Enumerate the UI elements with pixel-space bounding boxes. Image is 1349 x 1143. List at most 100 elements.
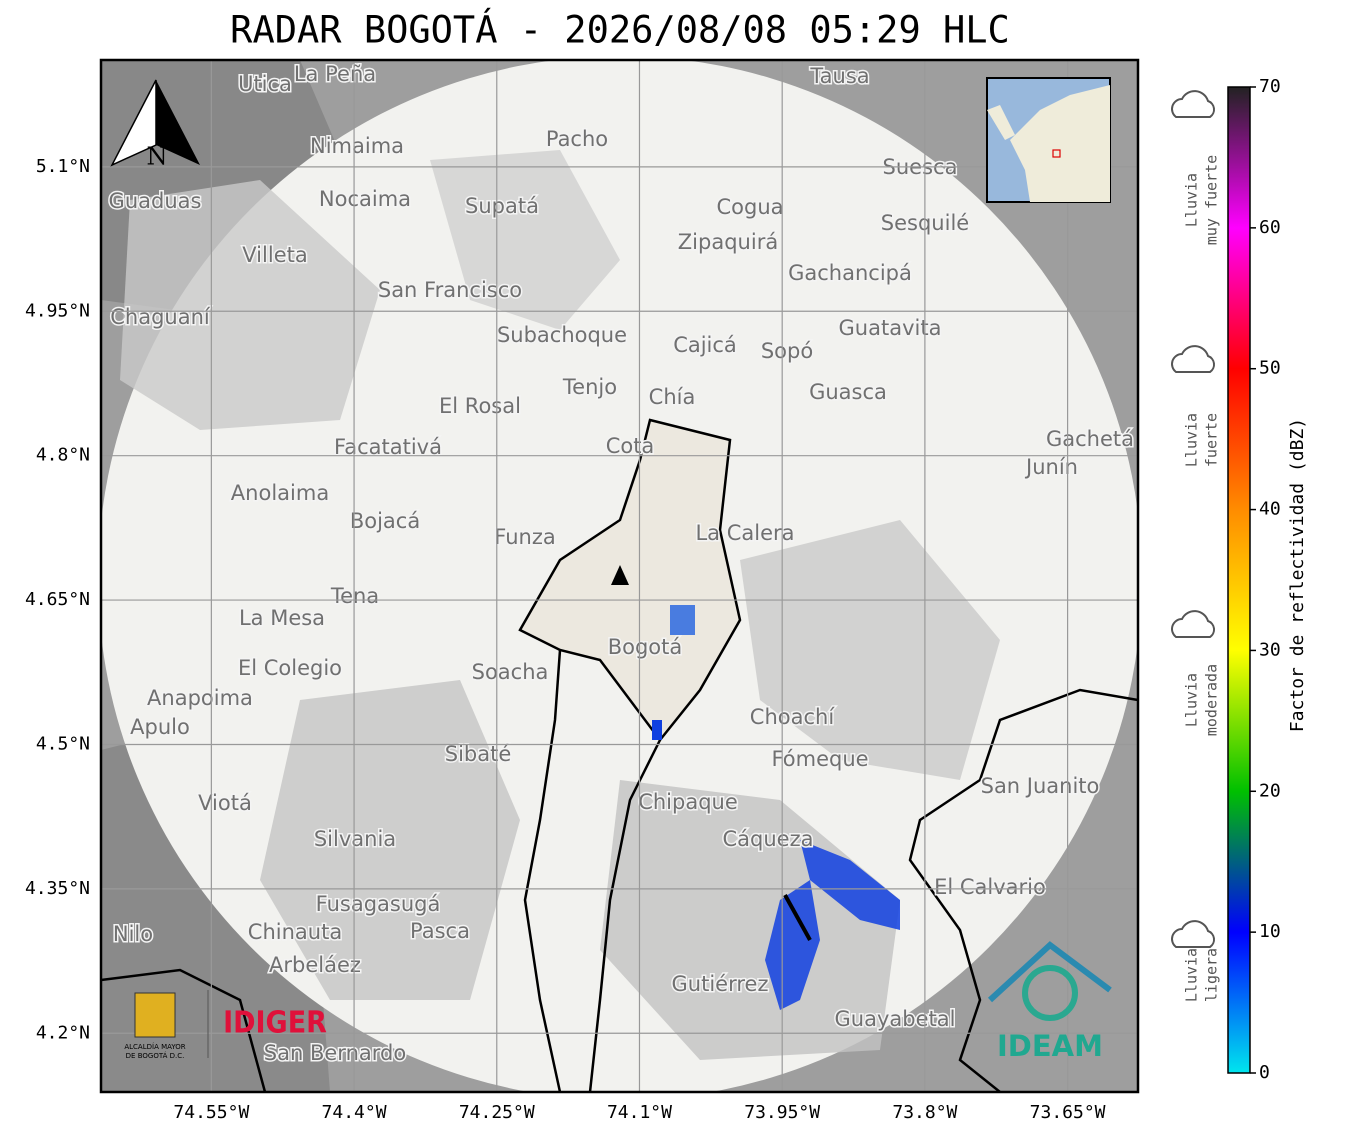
place-label: Funza — [494, 525, 555, 549]
place-label: Guaduas — [109, 189, 202, 213]
lat-tick-label: 4.2°N — [36, 1022, 90, 1043]
place-label: San Bernardo — [264, 1041, 406, 1065]
map-frame — [99, 58, 1140, 1094]
legend-label: moderada — [1203, 664, 1221, 736]
legend-label: fuerte — [1203, 413, 1221, 467]
ideam-roof — [987, 941, 1112, 1003]
rain-icon — [1171, 920, 1215, 948]
echo — [670, 605, 695, 635]
arrow-right — [156, 80, 200, 165]
lat-tick-label: 4.95°N — [25, 300, 90, 321]
place-label: Tenjo — [562, 375, 617, 399]
place-label: Bojacá — [350, 509, 420, 533]
ideam-swirl — [1022, 965, 1078, 1021]
lon-tick-label: 74.1°W — [607, 1102, 672, 1123]
place-label: Pasca — [410, 919, 470, 943]
boundary — [523, 649, 562, 1092]
place-label: San Juanito — [981, 774, 1100, 798]
place-label: Subachoque — [497, 323, 627, 347]
colorbar-tick-label: 50 — [1259, 358, 1281, 379]
legend-label: Lluvia — [1183, 673, 1201, 727]
place-label: El Calvario — [934, 875, 1046, 899]
place-label: Tausa — [809, 64, 869, 88]
lon-tick-label: 73.65°W — [1030, 1102, 1106, 1123]
place-label: Chía — [649, 385, 696, 409]
place-label: El Rosal — [439, 394, 521, 418]
place-label: Arbeláez — [269, 953, 361, 977]
place-label: Cáqueza — [723, 827, 814, 851]
place-label: Viotá — [198, 791, 252, 815]
grid — [101, 60, 1138, 1092]
place-label: San Francisco — [378, 278, 522, 302]
place-label: Anapoima — [147, 686, 253, 710]
lat-tick-label: 4.8°N — [36, 445, 90, 466]
logo-text: ALCALDÍA MAYOR — [124, 1042, 185, 1051]
place-label: Utica — [238, 72, 292, 96]
place-label: Nimaima — [310, 134, 404, 158]
logo-text: DE BOGOTÁ D.C. — [126, 1051, 185, 1060]
colorbar-label: Factor de reflectividad (dBZ) — [1287, 418, 1308, 732]
place-label: Guasca — [809, 380, 887, 404]
place-label: Apulo — [130, 715, 190, 739]
place-label: Sopó — [761, 339, 813, 363]
place-label: La Mesa — [239, 606, 325, 630]
lat-tick-label: 4.5°N — [36, 733, 90, 754]
legend-label: Lluvia — [1183, 948, 1201, 1002]
place-label: Cajicá — [673, 333, 737, 357]
place-label: Soacha — [472, 660, 549, 684]
terrain — [260, 680, 520, 1000]
north-label: N — [147, 143, 168, 171]
logos: ALCALDÍA MAYOR DE BOGOTÁ D.C. IDIGER IDE… — [124, 941, 1112, 1063]
place-label: Junín — [1024, 455, 1078, 479]
colorbar-tick-label: 30 — [1259, 639, 1281, 660]
north-arrow: N — [110, 79, 200, 171]
place-label: La Peña — [294, 62, 376, 86]
boundary — [908, 688, 1138, 1092]
colorbar-tick-label: 0 — [1259, 1062, 1270, 1083]
legend-label: Lluvia — [1183, 173, 1201, 227]
place-label: Fusagasugá — [316, 892, 441, 916]
inset-land — [987, 105, 1015, 140]
legend-label: ligera — [1203, 948, 1221, 1002]
place-label: Choachí — [750, 705, 836, 729]
place-label: Nocaima — [319, 187, 411, 211]
colorbar — [1227, 86, 1251, 1074]
colorbar-tick-label: 20 — [1259, 780, 1281, 801]
ideam-logo: IDEAM — [997, 1029, 1103, 1063]
place-label: Gachetá — [1046, 427, 1134, 451]
boundary — [101, 968, 267, 1092]
colorbar-tick-label: 10 — [1259, 921, 1281, 942]
colorbar-tick-label: 60 — [1259, 217, 1281, 238]
lon-tick-label: 73.95°W — [744, 1102, 820, 1123]
place-label: Villeta — [242, 243, 307, 267]
place-label: Sibaté — [445, 742, 512, 766]
terrain — [120, 180, 380, 430]
inset-map — [986, 77, 1111, 203]
radar-echoes — [652, 605, 900, 1010]
place-label: Gachancipá — [788, 261, 912, 285]
legend-entry: Lluvia ligera — [1171, 920, 1221, 1002]
rain-icon — [1171, 90, 1215, 118]
place-label: Bogotá — [608, 635, 683, 659]
place-label: Anolaima — [231, 481, 329, 505]
radar-site — [611, 565, 629, 585]
place-label: Chinauta — [248, 920, 342, 944]
place-label: Chaguaní — [110, 305, 211, 329]
inset-marker — [1052, 149, 1061, 158]
legend-label: muy fuerte — [1203, 155, 1221, 245]
place-label: Cogua — [716, 195, 783, 219]
terrain — [740, 520, 1000, 780]
place-label: Gutiérrez — [672, 972, 769, 996]
legend-label: Lluvia — [1183, 413, 1201, 467]
echo — [800, 840, 900, 930]
place-label: El Colegio — [238, 656, 342, 680]
lon-tick-label: 74.55°W — [173, 1102, 249, 1123]
place-label: Pacho — [546, 127, 608, 151]
lat-tick-label: 5.1°N — [36, 156, 90, 177]
echo-line — [783, 894, 812, 941]
place-label: Nilo — [113, 922, 153, 946]
